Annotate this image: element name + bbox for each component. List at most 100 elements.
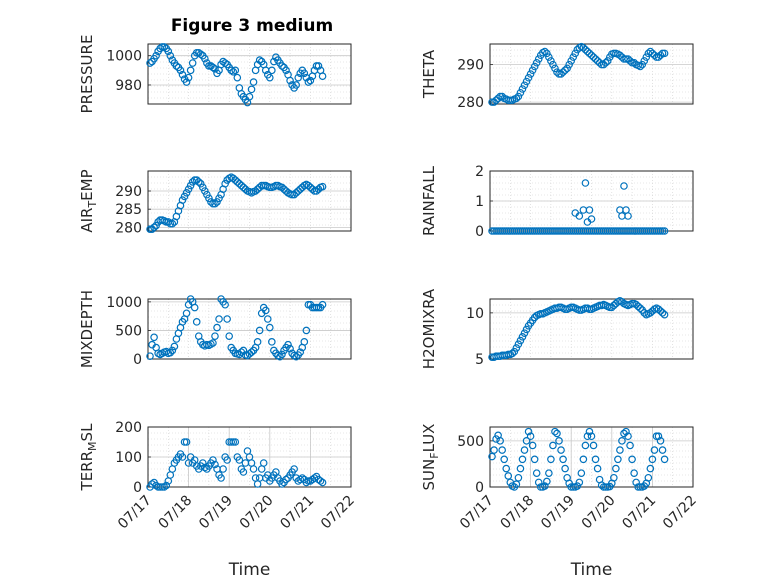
data-point xyxy=(205,194,213,203)
y-tick-label: 0 xyxy=(475,480,484,496)
data-point xyxy=(648,49,657,58)
data-point xyxy=(524,427,533,436)
data-point xyxy=(502,464,511,473)
data-point xyxy=(660,455,669,464)
x-axis-label: Time xyxy=(570,560,613,580)
panel-air_temp: 280 285 290 AIRTEMP xyxy=(78,169,352,236)
data-point xyxy=(298,474,307,482)
data-point xyxy=(255,56,264,64)
data-point xyxy=(146,59,154,67)
data-point xyxy=(318,182,327,191)
data-point xyxy=(259,459,268,467)
data-point xyxy=(583,47,592,56)
data-point xyxy=(233,73,242,82)
y-axis-label: TERRMSL xyxy=(78,423,99,492)
data-point xyxy=(524,73,533,82)
data-point xyxy=(168,219,177,228)
data-point xyxy=(593,57,602,65)
panel-pressure: 980 1000 PRESSURE xyxy=(78,35,352,114)
y-tick-label: 1000 xyxy=(106,295,142,311)
data-point xyxy=(549,441,557,450)
data-point xyxy=(541,482,549,490)
y-tick-label: 10 xyxy=(466,306,484,322)
data-point xyxy=(575,478,584,487)
data-point xyxy=(547,57,555,65)
data-point xyxy=(282,475,290,484)
data-point xyxy=(282,66,290,75)
data-point xyxy=(585,206,594,214)
panel-rainfall: 0 1 2 RAINFALL xyxy=(420,164,694,240)
data-point xyxy=(526,432,535,441)
axes-box xyxy=(147,426,352,488)
data-point xyxy=(658,309,667,317)
data-point xyxy=(268,66,276,75)
data-point xyxy=(642,53,651,61)
data-point xyxy=(516,336,525,345)
data-point xyxy=(622,427,630,436)
data-point xyxy=(569,53,578,61)
data-point xyxy=(656,437,665,445)
y-tick-label: 500 xyxy=(457,434,484,450)
data-point xyxy=(225,332,234,340)
data-point xyxy=(504,472,513,480)
panel-h2omixra: 5 10 H2OMIXRA xyxy=(420,288,694,369)
data-point xyxy=(616,446,624,454)
data-point xyxy=(551,64,559,73)
data-point xyxy=(194,178,203,186)
y-axis-label: PRESSURE xyxy=(78,35,96,114)
data-point xyxy=(201,187,209,195)
data-point xyxy=(278,350,286,359)
axes-box xyxy=(489,426,694,488)
data-point xyxy=(229,68,238,76)
y-tick-label: 0 xyxy=(133,352,142,368)
data-point xyxy=(316,477,325,485)
data-point xyxy=(182,309,191,318)
series-markers xyxy=(146,173,327,233)
data-point xyxy=(593,464,602,473)
data-point xyxy=(290,465,298,473)
data-point xyxy=(213,323,221,332)
data-point xyxy=(500,455,509,464)
data-point xyxy=(585,427,594,436)
data-point xyxy=(516,88,525,97)
data-point xyxy=(514,473,523,482)
data-point xyxy=(512,344,521,352)
data-point xyxy=(646,464,655,473)
data-point xyxy=(306,76,315,85)
data-point xyxy=(286,344,294,353)
data-point xyxy=(512,480,521,489)
data-point xyxy=(561,66,569,75)
data-point xyxy=(520,329,529,337)
data-point xyxy=(268,338,276,346)
data-point xyxy=(541,47,549,56)
data-point xyxy=(490,446,498,454)
y-tick-label: 290 xyxy=(457,58,484,74)
data-point xyxy=(284,340,292,349)
data-point xyxy=(510,347,519,356)
data-point xyxy=(261,306,270,315)
data-point xyxy=(239,468,248,476)
data-point xyxy=(660,310,669,319)
data-point xyxy=(581,179,590,187)
data-point xyxy=(265,323,274,332)
data-point xyxy=(650,446,659,454)
data-point xyxy=(300,338,309,346)
data-point xyxy=(286,76,294,85)
data-point xyxy=(575,212,584,220)
data-point xyxy=(520,81,529,90)
y-tick-label: 290 xyxy=(115,184,142,200)
y-axis-label: MIXDEPTH xyxy=(78,290,96,368)
y-tick-label: 500 xyxy=(115,323,142,339)
data-point xyxy=(654,432,663,441)
data-point xyxy=(302,478,311,487)
data-point xyxy=(178,70,187,79)
data-point xyxy=(255,326,264,335)
data-point xyxy=(559,455,567,464)
data-point xyxy=(211,199,219,208)
data-point xyxy=(304,78,313,86)
data-point xyxy=(599,60,608,69)
y-tick-label: 280 xyxy=(115,220,142,236)
data-point xyxy=(217,474,225,482)
